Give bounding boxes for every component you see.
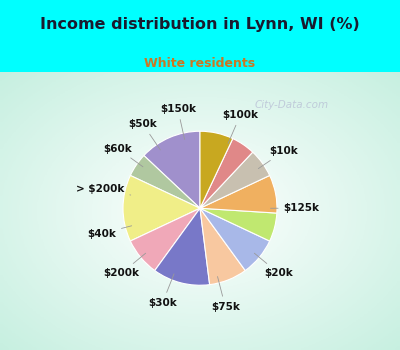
Text: City-Data.com: City-Data.com [255,100,329,110]
Wedge shape [130,208,200,271]
Wedge shape [130,155,200,208]
Text: $20k: $20k [254,253,293,278]
Text: $100k: $100k [222,110,258,144]
Text: $50k: $50k [128,119,160,150]
Wedge shape [200,208,245,285]
Text: $30k: $30k [148,274,177,308]
Wedge shape [200,208,270,271]
Text: $125k: $125k [270,203,320,213]
Wedge shape [200,139,253,208]
Text: $75k: $75k [211,276,240,312]
Wedge shape [144,131,200,208]
Text: $10k: $10k [258,146,298,169]
Text: Income distribution in Lynn, WI (%): Income distribution in Lynn, WI (%) [40,17,360,32]
Wedge shape [200,152,270,208]
Wedge shape [200,131,233,208]
Text: $40k: $40k [87,226,132,239]
Wedge shape [123,175,200,241]
Text: $150k: $150k [160,104,196,139]
Wedge shape [200,208,277,241]
Text: $200k: $200k [104,253,146,278]
Wedge shape [200,175,277,213]
Wedge shape [155,208,210,285]
Text: White residents: White residents [144,57,256,70]
Text: $60k: $60k [103,144,143,167]
Text: > $200k: > $200k [76,184,131,195]
